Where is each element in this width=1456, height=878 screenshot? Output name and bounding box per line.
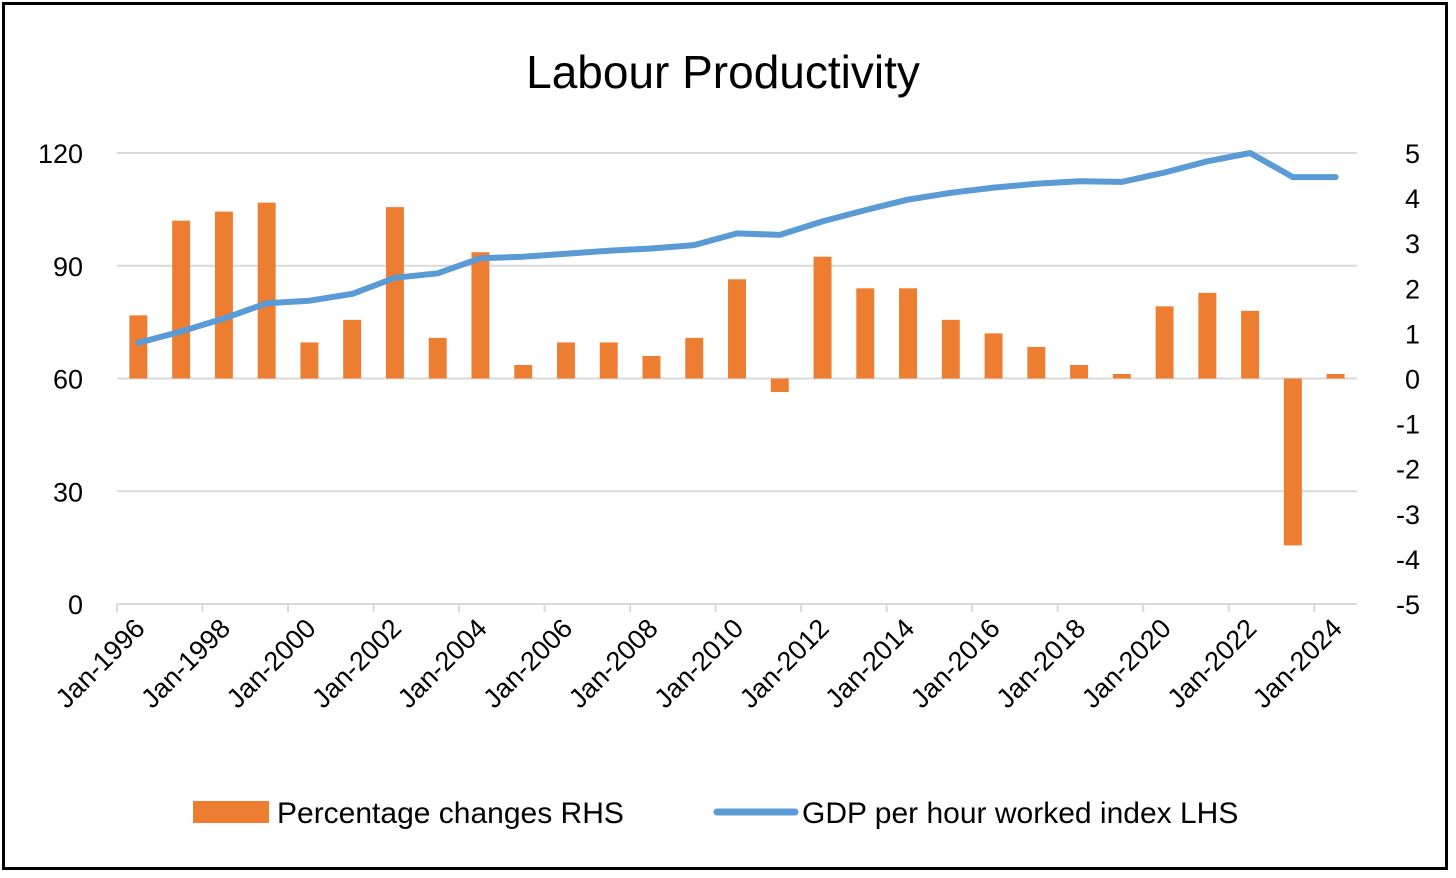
right-y-tick-label-5: 5 (1405, 139, 1420, 169)
bar-2011 (770, 378, 789, 393)
left-y-axis: 0 30 60 90 120 (38, 139, 83, 620)
legend-swatch-bars (193, 801, 269, 823)
x-tick-label-Jan-2018: Jan-2018 (990, 613, 1091, 714)
right-y-tick-label--2: -2 (1396, 455, 1420, 485)
bar-2022 (1241, 310, 1260, 379)
bar-2021 (1198, 292, 1217, 379)
bar-2017 (1027, 346, 1046, 379)
right-y-tick-label-2: 2 (1405, 274, 1420, 304)
bar-2018 (1070, 364, 1089, 379)
left-y-tick-label-90: 90 (53, 252, 83, 282)
right-y-tick-label-4: 4 (1405, 184, 1420, 214)
bar-1996 (129, 315, 148, 379)
x-tick-label-Jan-2024: Jan-2024 (1247, 613, 1348, 714)
bar-1999 (257, 202, 276, 379)
x-tick-label-Jan-2016: Jan-2016 (905, 613, 1006, 714)
left-y-tick-label-0: 0 (68, 590, 83, 620)
right-y-tick-label-1: 1 (1405, 319, 1420, 349)
bar-2020 (1155, 306, 1174, 379)
legend-label-bars: Percentage changes RHS (277, 797, 624, 830)
left-y-tick-label-120: 120 (38, 139, 83, 169)
bar-1998 (214, 211, 233, 379)
bar-2009 (685, 337, 704, 379)
legend-label-line: GDP per hour worked index LHS (802, 797, 1238, 830)
bar-2010 (728, 279, 746, 379)
x-tick-label-Jan-2012: Jan-2012 (734, 613, 835, 714)
right-y-tick-label-3: 3 (1405, 229, 1420, 259)
gdp-per-hour-line (135, 150, 1339, 346)
bar-2015 (941, 319, 960, 379)
right-y-tick-label--4: -4 (1396, 545, 1420, 575)
right-y-axis: -5 -4 -3 -2 -1 0 1 2 3 4 5 (1396, 139, 1420, 620)
right-y-tick-label--1: -1 (1396, 410, 1420, 440)
legend: Percentage changes RHS GDP per hour work… (193, 797, 1238, 830)
x-tick-label-Jan-2008: Jan-2008 (563, 613, 664, 714)
left-y-tick-label-60: 60 (53, 365, 83, 395)
bar-2007 (599, 342, 618, 379)
legend-item-bars: Percentage changes RHS (193, 797, 624, 830)
right-y-tick-label-0: 0 (1405, 365, 1420, 395)
x-tick-label-Jan-2010: Jan-2010 (648, 613, 749, 714)
line-series (135, 150, 1339, 346)
bar-2024 (1326, 373, 1345, 379)
legend-item-line: GDP per hour worked index LHS (713, 797, 1238, 830)
left-y-tick-label-30: 30 (53, 477, 83, 507)
right-y-tick-label--5: -5 (1396, 590, 1420, 620)
x-tick-label-Jan-2002: Jan-2002 (306, 613, 407, 714)
x-tick-label-Jan-2014: Jan-2014 (819, 613, 920, 714)
bar-1997 (172, 220, 191, 379)
x-axis-labels: Jan-1996Jan-1998Jan-2000Jan-2002Jan-2004… (50, 613, 1348, 714)
bar-series (129, 202, 1345, 546)
bar-2023 (1283, 378, 1302, 546)
x-tick-label-Jan-2022: Jan-2022 (1162, 613, 1263, 714)
bar-2014 (899, 288, 918, 379)
x-tick-label-Jan-2020: Jan-2020 (1076, 613, 1177, 714)
bar-2019 (1112, 373, 1131, 379)
bar-2005 (514, 364, 533, 379)
x-tick-label-Jan-1998: Jan-1998 (135, 613, 236, 714)
bar-2004 (471, 252, 490, 379)
bar-2002 (385, 207, 404, 379)
x-tick-label-Jan-2006: Jan-2006 (477, 613, 578, 714)
bar-2008 (642, 355, 661, 379)
bar-2000 (300, 342, 319, 379)
bar-2012 (813, 256, 832, 379)
right-y-tick-label--3: -3 (1396, 500, 1420, 530)
chart-title: Labour Productivity (526, 46, 920, 98)
x-axis (116, 603, 1357, 612)
x-tick-label-Jan-2004: Jan-2004 (392, 613, 493, 714)
bar-2001 (343, 319, 362, 379)
bar-2003 (428, 337, 447, 379)
x-tick-label-Jan-1996: Jan-1996 (50, 613, 151, 714)
bar-2013 (856, 288, 875, 379)
x-tick-label-Jan-2000: Jan-2000 (221, 613, 322, 714)
bar-2006 (556, 342, 575, 379)
bar-2016 (984, 333, 1003, 379)
